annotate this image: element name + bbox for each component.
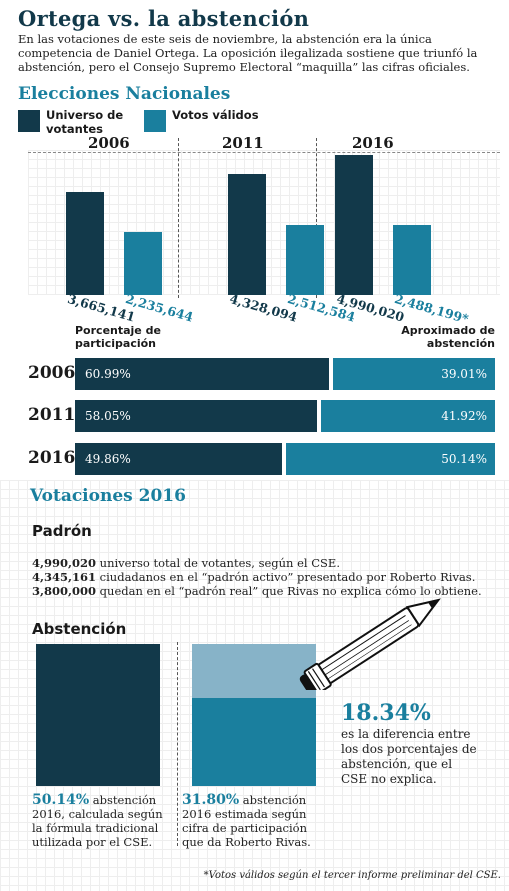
bar-votos-2016: [393, 225, 431, 295]
official-percentage: 50.14%: [32, 792, 90, 808]
estimated-text: abstención 2016 estimada según cifra de …: [182, 793, 311, 849]
data-label: 49.86%: [85, 452, 131, 466]
padron-number: 4,990,020: [32, 556, 97, 570]
row-year-label: 2016: [28, 448, 76, 468]
bar-participacion-2011: 58.05%: [75, 400, 317, 432]
data-label: 2,488,199*: [392, 291, 471, 327]
bar-universo-2016: [335, 155, 373, 295]
bar-abstencion-2016: 50.14%: [286, 443, 495, 475]
diff-description: es la diferencia entre los dos porcentaj…: [341, 727, 477, 786]
bar-votos-2011: [286, 224, 324, 295]
official-abstention-square: [36, 644, 160, 786]
page-title: Ortega vs. la abstención: [18, 6, 310, 31]
padron-line-3: 3,800,000 quedan en el “padrón real” que…: [32, 584, 482, 598]
year-label: 2006: [88, 134, 130, 152]
legend-label-votos: Votos válidos: [172, 108, 259, 122]
bar-universo-2011: [228, 173, 266, 295]
official-caption: 50.14% abstención 2016, calculada según …: [32, 793, 170, 849]
section-heading-votaciones: Votaciones 2016: [30, 486, 186, 506]
bar-participacion-2016: 49.86%: [75, 443, 283, 475]
padron-text: universo total de votantes, según el CSE…: [96, 556, 340, 570]
padron-line-2: 4,345,161 ciudadanos en el “padrón activ…: [32, 570, 475, 584]
padron-line-1: 4,990,020 universo total de votantes, se…: [32, 556, 340, 570]
header-abstencion: Aproximado de abstención: [401, 324, 495, 350]
padron-number: 4,345,161: [32, 570, 97, 584]
data-label: 60.99%: [85, 367, 131, 381]
bar-participacion-2006: 60.99%: [75, 358, 329, 390]
data-label: 2,235,644: [123, 291, 195, 325]
padron-title: Padrón: [32, 522, 92, 540]
legend-label-universo: Universo de votantes: [46, 108, 124, 136]
abstencion-title: Abstención: [32, 620, 127, 638]
row-year-label: 2011: [28, 405, 76, 425]
data-label: 41.92%: [441, 409, 487, 423]
header-participacion: Porcentaje de participación: [75, 324, 161, 350]
data-label: 39.01%: [441, 367, 487, 381]
bar-abstencion-2006: 39.01%: [332, 358, 495, 390]
data-label: 58.05%: [85, 409, 131, 423]
section-heading-elecciones: Elecciones Nacionales: [18, 84, 231, 104]
estimated-caption: 31.80% abstención 2016 estimada según ci…: [182, 793, 324, 849]
estimated-percentage: 31.80%: [182, 792, 240, 808]
data-label: 50.14%: [441, 452, 487, 466]
legend-swatch-votos: [144, 110, 166, 132]
chart-top-rule: [28, 152, 500, 153]
group-divider-2: [316, 138, 317, 298]
year-label: 2011: [222, 134, 264, 152]
year-label: 2016: [352, 134, 394, 152]
padron-number: 3,800,000: [32, 584, 97, 598]
diff-percentage: 18.34%: [341, 700, 431, 726]
intro-text: En las votaciones de este seis de noviem…: [18, 32, 478, 74]
bar-universo-2006: [66, 192, 104, 295]
padron-text: ciudadanos en el “padrón activo” present…: [96, 570, 476, 584]
padron-text: quedan en el “padrón real” que Rivas no …: [96, 584, 482, 598]
abstencion-divider: [177, 642, 178, 846]
footnote: *Votos válidos según el tercer informe p…: [203, 870, 501, 881]
official-text: abstención 2016, calculada según la fórm…: [32, 793, 163, 849]
group-divider-1: [178, 138, 179, 298]
bar-votos-2006: [124, 232, 162, 295]
row-year-label: 2006: [28, 363, 76, 383]
legend-swatch-universo: [18, 110, 40, 132]
estimated-abstention-fill: [192, 698, 316, 786]
pencil-icon: [299, 598, 441, 690]
bar-abstencion-2011: 41.92%: [320, 400, 495, 432]
